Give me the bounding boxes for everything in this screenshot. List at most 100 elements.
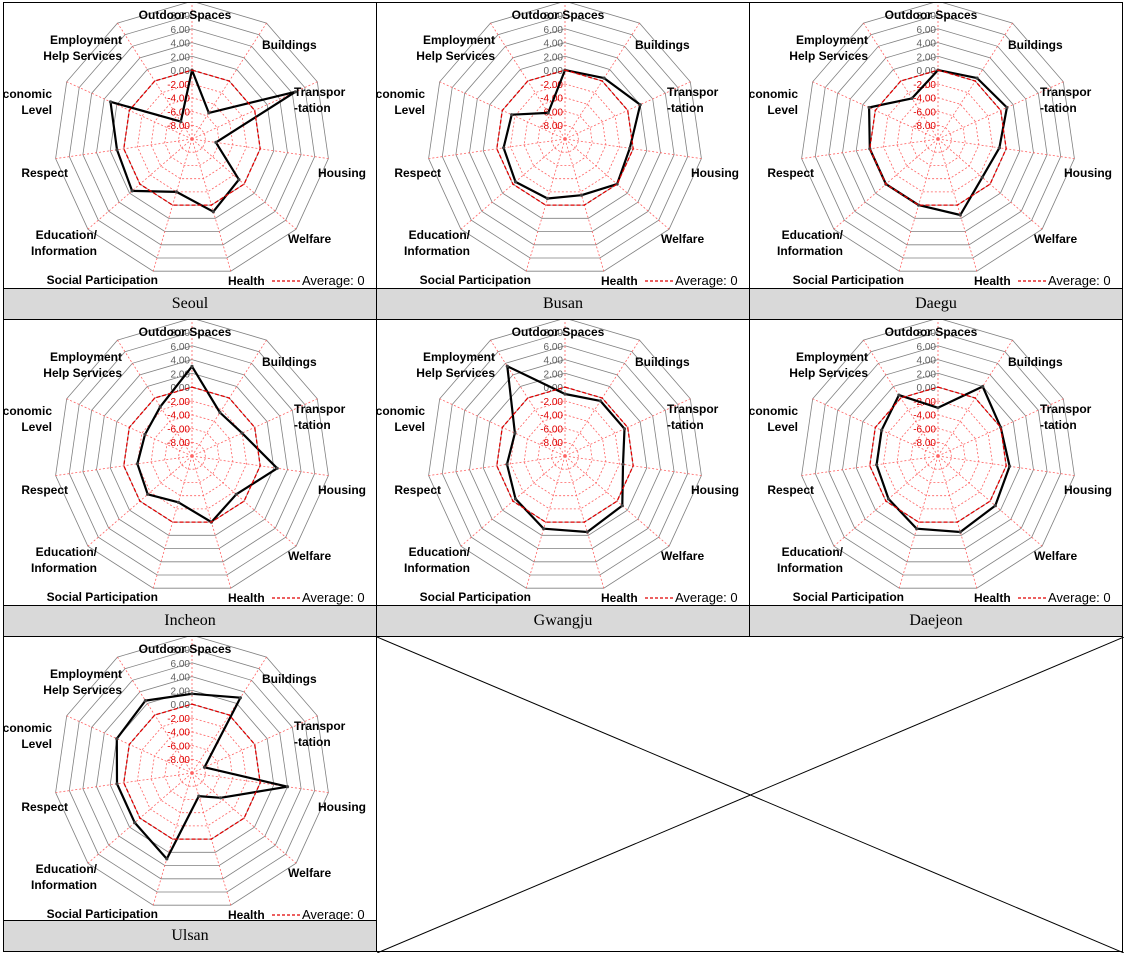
radar-data-point: [513, 497, 518, 501]
radar-tick-label: 0.00: [171, 383, 191, 394]
radar-chart-svg: 8.006.004.002.000.00-2.00-4.00-6.00-8.00…: [4, 320, 366, 605]
radar-data-point: [214, 140, 218, 144]
radar-grid-ring: [896, 97, 980, 180]
radar-series-average: [869, 386, 1007, 523]
radar-data-point: [545, 196, 550, 201]
radar-series-line: [109, 68, 297, 213]
radar-grid-ring: [96, 42, 288, 232]
radar-series-line: [115, 692, 289, 860]
radar-tick-label: -8.00: [167, 755, 190, 766]
radar-grid-ring: [441, 331, 689, 576]
radar-spoke: [152, 455, 193, 589]
radar-data-point: [958, 530, 962, 534]
radar-data-point: [936, 406, 940, 410]
radar-spoke: [564, 455, 670, 547]
radar-tick-label: 8.00: [917, 328, 937, 339]
radar-series-line: [136, 365, 279, 524]
radar-tick-label: 2.00: [917, 369, 937, 380]
radar-grid-ring: [150, 97, 234, 180]
radar-grid-ring: [828, 28, 1048, 246]
radar-data-point: [115, 148, 119, 152]
legend-label: Average: 0: [302, 273, 365, 288]
radar-data-point: [980, 175, 984, 179]
radar-axis-label: EconomicLevel: [4, 87, 52, 117]
radar-data-point: [513, 431, 517, 435]
radar-axis-label: Respect: [21, 800, 68, 814]
radar-axis-label: Outdoor Spaces: [512, 325, 605, 339]
radar-data-point: [174, 190, 179, 194]
radar-tick-label: 8.00: [171, 328, 191, 339]
radar-tick-label: 6.00: [544, 25, 564, 36]
radar-data-point: [628, 146, 632, 150]
radar-data-point: [158, 405, 162, 409]
radar-axis-label: Health: [601, 274, 638, 288]
empty-cell-cross: [376, 636, 1124, 954]
radar-axis-label: Social Participation: [420, 273, 531, 287]
radar-grid-ring: [910, 110, 966, 166]
radar-axis-label: Buildings: [262, 38, 317, 52]
radar-data-point: [915, 527, 919, 531]
radar-grid-ring: [136, 717, 248, 827]
radar-spoke: [117, 656, 193, 774]
radar-series-line: [505, 365, 626, 534]
radar-axis-label: Transpor -tation: [294, 402, 346, 432]
radar-spoke: [152, 772, 193, 906]
radar-grid-ring: [814, 14, 1062, 259]
radar-spoke: [55, 772, 193, 793]
radar-spoke: [863, 22, 939, 140]
radar-data-point: [598, 399, 602, 403]
radar-axis-label: Welfare: [288, 549, 331, 563]
radar-tick-label: 4.00: [544, 356, 564, 367]
radar-tick-label: 6.00: [171, 659, 191, 670]
radar-series-average: [496, 69, 634, 206]
radar-axis-label: Employment Help Services: [789, 350, 868, 380]
radar-axis-label: Buildings: [635, 38, 690, 52]
radar-grid-ring: [96, 359, 288, 549]
radar-axis-label: Welfare: [288, 866, 331, 880]
radar-tick-label: 2.00: [917, 52, 937, 63]
radar-tick-label: 4.00: [917, 39, 937, 50]
radar-spoke: [898, 455, 939, 589]
radar-tick-label: 6.00: [544, 342, 564, 353]
radar-grid-ring: [509, 400, 621, 510]
radar-axis-label: Outdoor Spaces: [139, 325, 232, 339]
radar-chart-svg: 8.006.004.002.000.00-2.00-4.00-6.00-8.00…: [377, 320, 739, 605]
radar-data-point: [238, 696, 242, 700]
radar-tick-label: -6.00: [540, 107, 563, 118]
radar-grid-ring: [82, 662, 302, 880]
radar-tick-label: -2.00: [167, 397, 190, 408]
radar-grid-ring: [882, 83, 994, 193]
radar-grid-ring: [428, 3, 702, 272]
legend-label: Average: 0: [302, 907, 365, 922]
radar-axis-label: EconomicLevel: [750, 87, 798, 117]
radar-grid-ring: [164, 744, 220, 800]
radar-axis-label: Outdoor Spaces: [139, 8, 232, 22]
radar-axis-label: Respect: [767, 483, 814, 497]
radar-axis-label: Employment Help Services: [43, 33, 122, 63]
radar-tick-label: 8.00: [171, 645, 191, 656]
radar-series-line: [875, 385, 1011, 534]
radar-tick-label: 2.00: [544, 52, 564, 63]
radar-axis-label: Outdoor Spaces: [885, 8, 978, 22]
radar-series-average: [496, 386, 634, 523]
radar-axis-label: Welfare: [1034, 232, 1077, 246]
radar-tick-label: 6.00: [917, 342, 937, 353]
radar-axis-label: Buildings: [262, 672, 317, 686]
radar-grid-ring: [509, 83, 621, 193]
radar-spoke: [525, 138, 566, 272]
radar-series-line: [502, 68, 642, 200]
chart-panel-daegu: 8.00 6.00 4.00 2.00 0.00 -2.00 -4.00 -6.00 -8.00…: [749, 2, 1123, 320]
radar-data-point: [622, 427, 627, 431]
radar-grid-ring: [428, 320, 702, 589]
radar-data-point: [546, 111, 550, 115]
radar-axis-label: Outdoor Spaces: [139, 642, 232, 656]
radar-data-point: [958, 213, 962, 217]
radar-tick-label: 4.00: [171, 673, 191, 684]
radar-axis-label: Education/Information: [404, 228, 471, 258]
radar-tick-label: -2.00: [167, 80, 190, 91]
legend-label: Average: 0: [675, 273, 738, 288]
radar-spoke: [191, 715, 318, 774]
radar-data-point: [563, 392, 567, 396]
chart-panel-incheon: 8.00 6.00 4.00 2.00 0.00 -2.00 -4.00 -6.00 -8.00…: [3, 319, 377, 637]
radar-spoke: [152, 138, 193, 272]
